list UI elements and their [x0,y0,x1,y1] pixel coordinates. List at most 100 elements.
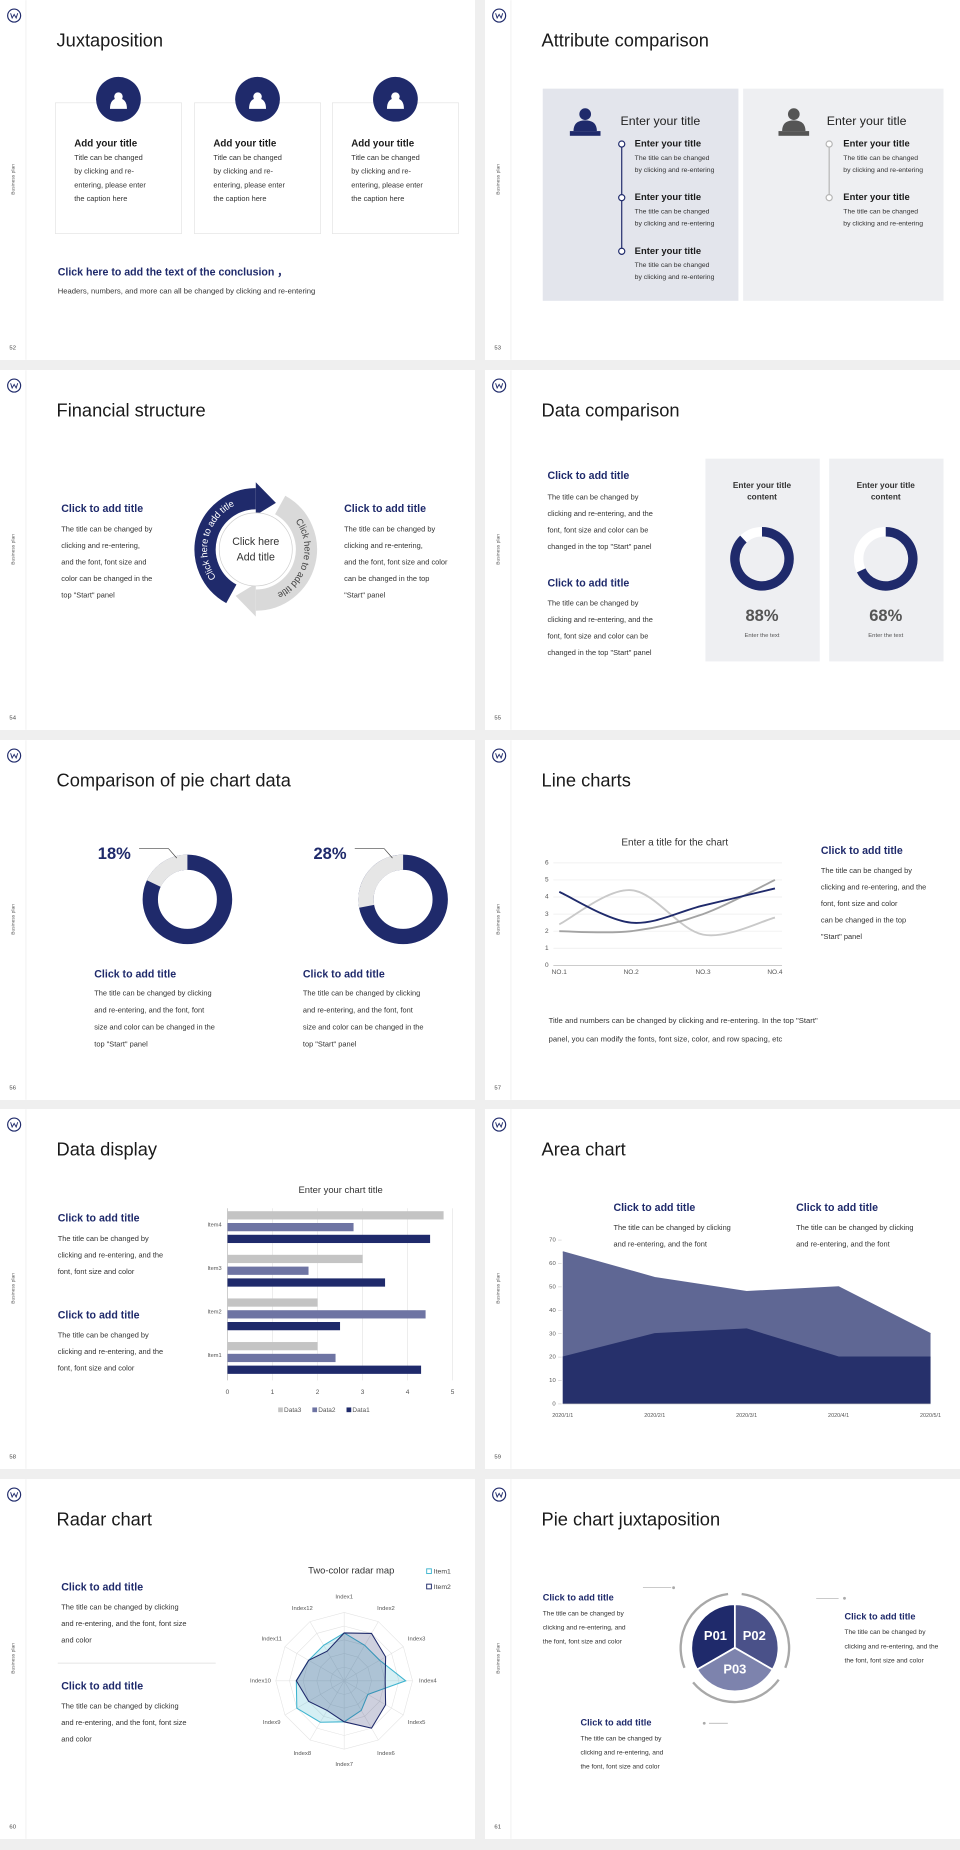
side-label: Business plan [495,534,501,565]
x-tick-label: NO.3 [695,969,711,976]
logo [7,748,22,763]
connector-dot [672,1586,675,1590]
donut-arc [856,527,918,591]
slide: Business plan 54 Financial structure Click … [0,370,475,730]
logo-mark [10,1492,19,1499]
block-body: clicking and re-entering, and the [821,883,926,892]
radar-series [295,1632,387,1729]
x-tick-label: 0 [226,1389,230,1396]
radar-spoke [343,1621,379,1681]
y-tick-label: 0 [545,962,549,969]
axis-label: Index12 [292,1606,313,1612]
legend-label: Data2 [318,1407,336,1414]
panel-title: Enter your title [857,481,916,490]
logo-mark [10,383,19,390]
axis-label: Index4 [419,1678,437,1684]
item-body: The title can be changed [635,155,710,162]
x-tick-label: 2 [316,1389,320,1396]
block-body: top "Start" panel [61,590,115,599]
y-tick-label: 10 [549,1378,556,1384]
y-tick-label: 0 [552,1401,556,1407]
bar [227,1234,431,1244]
x-tick-label: 2020/1/1 [552,1413,573,1419]
card-title: Add your title [213,139,277,150]
y-tick-label: 5 [545,877,549,884]
y-tick-label: 20 [549,1355,556,1361]
y-tick-label: Item3 [207,1266,221,1272]
panel [542,88,739,301]
logo-mark [10,753,19,760]
block-body: and re-entering, and the font, font size [61,1619,186,1628]
card-body: Title can be changed [213,153,281,162]
chart-title: Two-color radar map [308,1565,394,1576]
logo [492,748,507,763]
icon-body [782,120,806,131]
block-body: clicking and re-entering, and the [844,1643,938,1650]
logo [7,8,22,23]
block-body: and the font, font size and color [344,557,448,566]
panel-title: Enter your title [827,114,907,128]
pie-label: P03 [723,1662,746,1677]
axis-label: Index6 [377,1751,395,1757]
card-body: entering, please enter [351,180,423,189]
slide: Business plan 57 Line charts Enter a title … [485,740,960,1100]
card-title: Add your title [351,139,415,150]
y-tick-label: Item4 [207,1222,221,1228]
timeline-dot [618,247,626,255]
axis-label: Index10 [250,1678,272,1684]
card [55,102,182,234]
x-tick-label: NO.1 [552,969,568,976]
slide: Business plan 52 Juxtaposition Add your tit… [0,0,475,360]
block-title: Click to add title [543,1593,614,1603]
block-body: the font, font size and color [543,1639,623,1646]
bar [227,1211,444,1220]
block-title: Click to add title [61,1680,143,1692]
area-line [562,1328,931,1358]
axis-label: Index11 [261,1637,281,1643]
card [194,102,321,234]
logo [7,1117,22,1132]
block-body: color can be changed in the [61,574,152,583]
card-body: Title can be changed [351,153,420,162]
logo [7,1487,22,1502]
item-body: The title can be changed [843,209,918,216]
x-tick-label: 4 [406,1389,410,1396]
x-tick-label: NO.2 [624,969,640,976]
icon-desk [778,131,810,136]
bar [227,1222,354,1232]
donut-arc [730,527,794,591]
block-title: Click to add title [796,1202,878,1214]
slide-title: Pie chart juxtaposition [542,1508,721,1529]
block-body: The title can be changed by clicking [61,1702,178,1711]
panel-title: Enter your title [733,481,792,490]
bar [227,1310,426,1319]
axis-label: Index1 [335,1595,353,1601]
logo-mark [495,383,504,390]
block-body: and re-entering, and the font, font [303,1006,413,1015]
block-body: The title can be changed by [547,493,638,502]
card-body: entering, please enter [74,180,146,189]
area-line [562,1251,931,1335]
block-title: Click to add title [61,1581,143,1593]
legend-label: Item1 [434,1569,451,1576]
block-body: clicking and re-entering, and the [547,509,652,518]
block-body: can be changed in the top [344,574,429,583]
logo-mark [495,753,504,760]
logo [492,8,507,23]
center-label: Click here [232,536,279,548]
block-body: The title can be changed by clicking [796,1223,913,1232]
block-body: top "Start" panel [94,1040,148,1049]
panel-title: Enter your title [621,114,701,128]
page-number: 56 [9,1086,16,1092]
line-series [558,887,776,924]
chart-title: Enter your chart title [299,1184,383,1195]
block-body: and re-entering, and the font [613,1240,706,1249]
x-tick-label: 2020/4/1 [828,1413,849,1419]
legend-swatch [346,1407,352,1413]
side-label: Business plan [495,164,501,195]
timeline-dot [825,194,833,202]
cycle-arrowhead [235,583,256,617]
block-body: size and color can be changed in the [94,1023,215,1032]
logo-mark [10,1122,19,1129]
side-label: Business plan [10,1273,16,1304]
